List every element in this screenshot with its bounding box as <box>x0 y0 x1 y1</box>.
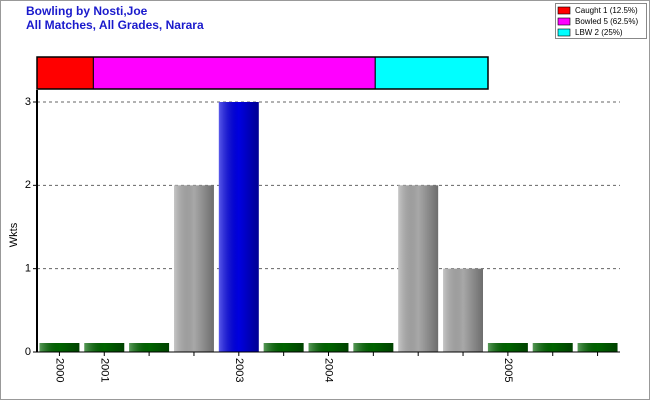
bar-shade <box>129 343 170 352</box>
x-tick-label: 2005 <box>502 358 514 382</box>
bar-shade <box>487 343 528 352</box>
legend-swatch <box>557 28 571 37</box>
summary-segment <box>36 56 94 90</box>
legend-box <box>555 3 647 39</box>
legend-swatch <box>557 17 571 26</box>
bar-shade <box>532 343 573 352</box>
y-axis-label: Wkts <box>8 222 20 247</box>
x-tick-label: 2003 <box>233 358 245 382</box>
bar-shade <box>353 343 394 352</box>
bar-shade <box>398 185 439 352</box>
y-tick-label: 3 <box>25 96 31 108</box>
bar-shade <box>218 102 259 352</box>
y-tick-label: 0 <box>25 346 31 358</box>
summary-segment <box>374 56 489 90</box>
bar-shade <box>263 343 304 352</box>
summary-outline <box>36 56 489 90</box>
x-tick-label: 2001 <box>98 358 110 382</box>
bar-shade <box>577 343 618 352</box>
legend-label: LBW 2 (25%) <box>575 28 623 37</box>
summary-segment <box>92 56 376 90</box>
y-tick-label: 2 <box>25 179 31 191</box>
chart-title: Bowling by Nosti,Joe <box>26 4 148 18</box>
bar-shade <box>84 343 125 352</box>
legend-label: Caught 1 (12.5%) <box>575 6 638 15</box>
legend-swatch <box>557 6 571 15</box>
bar-shade <box>174 185 214 352</box>
y-tick-label: 1 <box>25 263 31 275</box>
x-tick-label: 2000 <box>54 358 66 382</box>
bar-shade <box>39 343 80 352</box>
bar-shade <box>308 343 349 352</box>
x-tick-label: 2004 <box>323 358 335 382</box>
chart-subtitle: All Matches, All Grades, Narara <box>26 18 204 32</box>
bar-shade <box>443 268 483 352</box>
legend-label: Bowled 5 (62.5%) <box>575 17 638 26</box>
